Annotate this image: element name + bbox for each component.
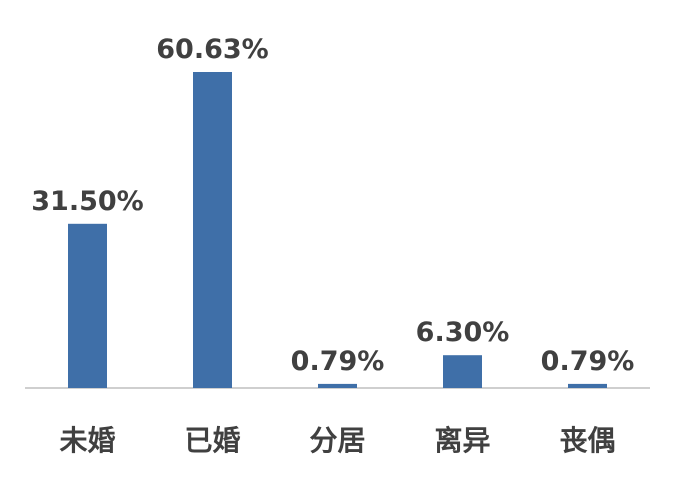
bar-1 [68,223,107,388]
data-label-3: 0.79% [291,346,385,377]
data-label-5: 0.79% [541,346,635,377]
category-label-5: 丧偶 [559,424,615,457]
category-label-4: 离异 [434,424,490,457]
bar-2 [193,72,232,388]
data-label-2: 60.63% [156,34,268,65]
data-label-1: 31.50% [31,186,143,217]
category-label-1: 未婚 [59,424,115,457]
category-label-3: 分居 [309,424,365,457]
bars-group [68,72,607,388]
data-label-4: 6.30% [416,317,510,348]
bar-3 [318,383,357,388]
category-label-2: 已婚 [184,424,240,457]
category-labels-group: 未婚 已婚 分居 离异 丧偶 [59,424,615,457]
bar-5 [568,383,607,388]
data-labels-group: 31.50% 60.63% 0.79% 6.30% 0.79% [31,34,634,377]
bar-4 [443,355,482,388]
